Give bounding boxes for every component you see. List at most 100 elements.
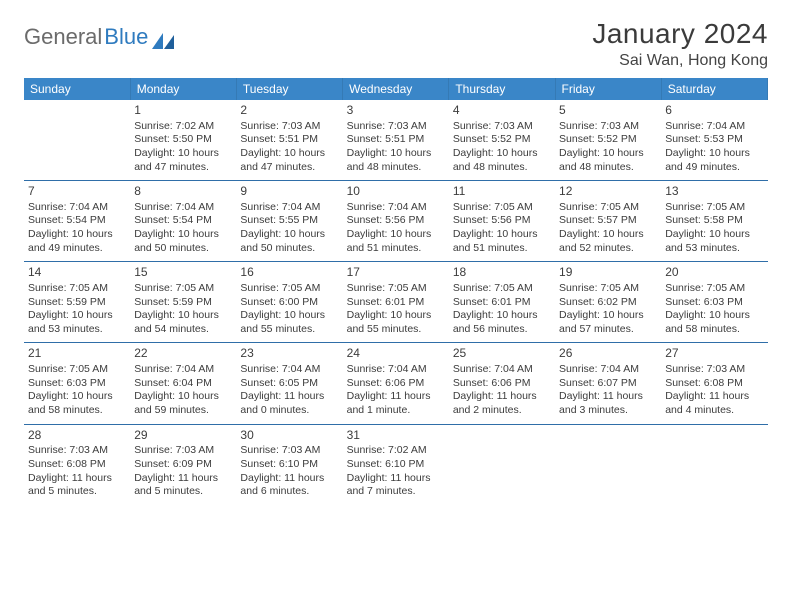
- weekday-header: Thursday: [449, 78, 555, 100]
- day-number: 11: [453, 184, 551, 200]
- sunrise-text: Sunrise: 7:02 AM: [134, 120, 232, 134]
- weekday-header: Saturday: [661, 78, 767, 100]
- daylight-text: and 54 minutes.: [134, 323, 232, 337]
- sunset-text: Sunset: 5:56 PM: [453, 214, 551, 228]
- daylight-text: Daylight: 10 hours: [453, 147, 551, 161]
- day-number: 25: [453, 346, 551, 362]
- sunrise-text: Sunrise: 7:05 AM: [28, 282, 126, 296]
- weekday-header: Sunday: [24, 78, 130, 100]
- calendar-day-cell: 5Sunrise: 7:03 AMSunset: 5:52 PMDaylight…: [555, 100, 661, 181]
- day-number: 15: [134, 265, 232, 281]
- sunrise-text: Sunrise: 7:03 AM: [134, 444, 232, 458]
- calendar-day-cell: 31Sunrise: 7:02 AMSunset: 6:10 PMDayligh…: [343, 424, 449, 505]
- daylight-text: and 48 minutes.: [453, 161, 551, 175]
- calendar-day-cell: 6Sunrise: 7:04 AMSunset: 5:53 PMDaylight…: [661, 100, 767, 181]
- logo: GeneralBlue: [24, 18, 174, 50]
- daylight-text: Daylight: 11 hours: [347, 472, 445, 486]
- calendar-empty-cell: [661, 424, 767, 505]
- sunset-text: Sunset: 6:10 PM: [347, 458, 445, 472]
- daylight-text: and 50 minutes.: [240, 242, 338, 256]
- daylight-text: and 58 minutes.: [665, 323, 763, 337]
- calendar-table: SundayMondayTuesdayWednesdayThursdayFrid…: [24, 78, 768, 505]
- sunset-text: Sunset: 5:53 PM: [665, 133, 763, 147]
- sunrise-text: Sunrise: 7:05 AM: [28, 363, 126, 377]
- daylight-text: and 53 minutes.: [28, 323, 126, 337]
- daylight-text: Daylight: 10 hours: [240, 228, 338, 242]
- daylight-text: Daylight: 10 hours: [665, 228, 763, 242]
- calendar-day-cell: 29Sunrise: 7:03 AMSunset: 6:09 PMDayligh…: [130, 424, 236, 505]
- daylight-text: and 48 minutes.: [347, 161, 445, 175]
- daylight-text: Daylight: 10 hours: [559, 228, 657, 242]
- daylight-text: and 2 minutes.: [453, 404, 551, 418]
- sunset-text: Sunset: 5:59 PM: [28, 296, 126, 310]
- daylight-text: and 6 minutes.: [240, 485, 338, 499]
- daylight-text: Daylight: 10 hours: [134, 228, 232, 242]
- sunset-text: Sunset: 6:08 PM: [28, 458, 126, 472]
- day-number: 2: [240, 103, 338, 119]
- calendar-header-row: SundayMondayTuesdayWednesdayThursdayFrid…: [24, 78, 768, 100]
- day-number: 18: [453, 265, 551, 281]
- sunrise-text: Sunrise: 7:05 AM: [134, 282, 232, 296]
- calendar-day-cell: 30Sunrise: 7:03 AMSunset: 6:10 PMDayligh…: [236, 424, 342, 505]
- daylight-text: Daylight: 10 hours: [559, 309, 657, 323]
- daylight-text: Daylight: 11 hours: [347, 390, 445, 404]
- calendar-day-cell: 7Sunrise: 7:04 AMSunset: 5:54 PMDaylight…: [24, 181, 130, 262]
- sunrise-text: Sunrise: 7:05 AM: [453, 282, 551, 296]
- day-number: 8: [134, 184, 232, 200]
- sunrise-text: Sunrise: 7:03 AM: [559, 120, 657, 134]
- calendar-empty-cell: [24, 100, 130, 181]
- calendar-day-cell: 11Sunrise: 7:05 AMSunset: 5:56 PMDayligh…: [449, 181, 555, 262]
- calendar-day-cell: 4Sunrise: 7:03 AMSunset: 5:52 PMDaylight…: [449, 100, 555, 181]
- calendar-day-cell: 15Sunrise: 7:05 AMSunset: 5:59 PMDayligh…: [130, 262, 236, 343]
- calendar-body: 1Sunrise: 7:02 AMSunset: 5:50 PMDaylight…: [24, 100, 768, 505]
- calendar-week-row: 1Sunrise: 7:02 AMSunset: 5:50 PMDaylight…: [24, 100, 768, 181]
- sunset-text: Sunset: 5:50 PM: [134, 133, 232, 147]
- day-number: 6: [665, 103, 763, 119]
- daylight-text: Daylight: 10 hours: [347, 228, 445, 242]
- daylight-text: and 4 minutes.: [665, 404, 763, 418]
- sunset-text: Sunset: 6:08 PM: [665, 377, 763, 391]
- daylight-text: Daylight: 10 hours: [347, 309, 445, 323]
- sunset-text: Sunset: 6:06 PM: [347, 377, 445, 391]
- calendar-day-cell: 27Sunrise: 7:03 AMSunset: 6:08 PMDayligh…: [661, 343, 767, 424]
- sunset-text: Sunset: 6:10 PM: [240, 458, 338, 472]
- daylight-text: and 55 minutes.: [347, 323, 445, 337]
- calendar-day-cell: 18Sunrise: 7:05 AMSunset: 6:01 PMDayligh…: [449, 262, 555, 343]
- sunset-text: Sunset: 6:02 PM: [559, 296, 657, 310]
- sunset-text: Sunset: 5:59 PM: [134, 296, 232, 310]
- sunset-text: Sunset: 6:04 PM: [134, 377, 232, 391]
- title-block: January 2024 Sai Wan, Hong Kong: [592, 18, 768, 70]
- sunrise-text: Sunrise: 7:03 AM: [28, 444, 126, 458]
- daylight-text: Daylight: 11 hours: [28, 472, 126, 486]
- sunset-text: Sunset: 5:55 PM: [240, 214, 338, 228]
- calendar-week-row: 7Sunrise: 7:04 AMSunset: 5:54 PMDaylight…: [24, 181, 768, 262]
- daylight-text: and 59 minutes.: [134, 404, 232, 418]
- daylight-text: Daylight: 11 hours: [453, 390, 551, 404]
- daylight-text: and 5 minutes.: [134, 485, 232, 499]
- calendar-day-cell: 25Sunrise: 7:04 AMSunset: 6:06 PMDayligh…: [449, 343, 555, 424]
- sunrise-text: Sunrise: 7:04 AM: [134, 363, 232, 377]
- daylight-text: Daylight: 10 hours: [134, 309, 232, 323]
- daylight-text: and 52 minutes.: [559, 242, 657, 256]
- day-number: 22: [134, 346, 232, 362]
- sunrise-text: Sunrise: 7:04 AM: [453, 363, 551, 377]
- calendar-week-row: 21Sunrise: 7:05 AMSunset: 6:03 PMDayligh…: [24, 343, 768, 424]
- calendar-day-cell: 12Sunrise: 7:05 AMSunset: 5:57 PMDayligh…: [555, 181, 661, 262]
- sunset-text: Sunset: 6:06 PM: [453, 377, 551, 391]
- sunset-text: Sunset: 5:51 PM: [240, 133, 338, 147]
- calendar-day-cell: 24Sunrise: 7:04 AMSunset: 6:06 PMDayligh…: [343, 343, 449, 424]
- sunrise-text: Sunrise: 7:04 AM: [240, 201, 338, 215]
- sunset-text: Sunset: 5:52 PM: [559, 133, 657, 147]
- daylight-text: Daylight: 10 hours: [347, 147, 445, 161]
- daylight-text: Daylight: 10 hours: [559, 147, 657, 161]
- sunrise-text: Sunrise: 7:02 AM: [347, 444, 445, 458]
- calendar-day-cell: 10Sunrise: 7:04 AMSunset: 5:56 PMDayligh…: [343, 181, 449, 262]
- daylight-text: Daylight: 11 hours: [665, 390, 763, 404]
- calendar-day-cell: 26Sunrise: 7:04 AMSunset: 6:07 PMDayligh…: [555, 343, 661, 424]
- day-number: 4: [453, 103, 551, 119]
- daylight-text: and 49 minutes.: [665, 161, 763, 175]
- logo-text-general: General: [24, 24, 102, 50]
- day-number: 5: [559, 103, 657, 119]
- weekday-header: Tuesday: [236, 78, 342, 100]
- daylight-text: Daylight: 10 hours: [134, 390, 232, 404]
